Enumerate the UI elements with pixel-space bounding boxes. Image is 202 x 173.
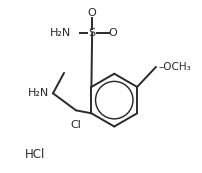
Text: H₂N: H₂N (28, 88, 49, 98)
Text: O: O (87, 8, 96, 18)
Text: Cl: Cl (70, 120, 81, 130)
Text: H₂N: H₂N (49, 28, 70, 38)
Text: HCl: HCl (25, 148, 45, 161)
Text: S: S (88, 28, 95, 38)
Text: –OCH₃: –OCH₃ (158, 62, 190, 72)
Text: O: O (108, 28, 116, 38)
